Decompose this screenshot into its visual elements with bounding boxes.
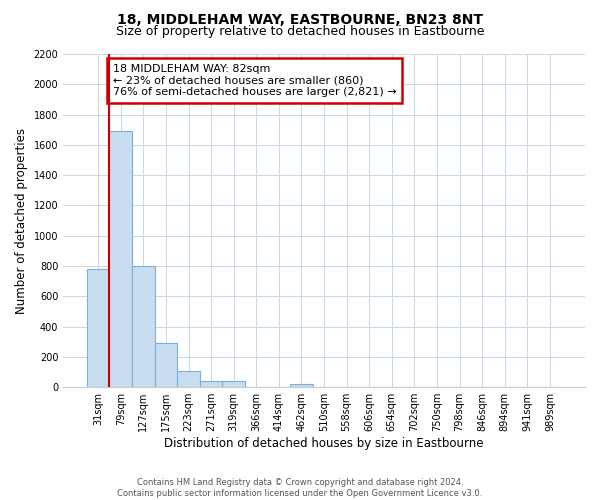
Bar	[132, 266, 155, 387]
Text: Size of property relative to detached houses in Eastbourne: Size of property relative to detached ho…	[116, 25, 484, 38]
Bar	[177, 370, 200, 387]
Bar	[223, 382, 245, 387]
Bar	[290, 384, 313, 387]
Bar	[155, 342, 177, 387]
Y-axis label: Number of detached properties: Number of detached properties	[15, 128, 28, 314]
Text: Contains HM Land Registry data © Crown copyright and database right 2024.
Contai: Contains HM Land Registry data © Crown c…	[118, 478, 482, 498]
Bar	[87, 269, 109, 387]
Bar	[200, 382, 223, 387]
Bar	[109, 131, 132, 387]
X-axis label: Distribution of detached houses by size in Eastbourne: Distribution of detached houses by size …	[164, 437, 484, 450]
Text: 18, MIDDLEHAM WAY, EASTBOURNE, BN23 8NT: 18, MIDDLEHAM WAY, EASTBOURNE, BN23 8NT	[117, 12, 483, 26]
Text: 18 MIDDLEHAM WAY: 82sqm
← 23% of detached houses are smaller (860)
76% of semi-d: 18 MIDDLEHAM WAY: 82sqm ← 23% of detache…	[113, 64, 397, 97]
